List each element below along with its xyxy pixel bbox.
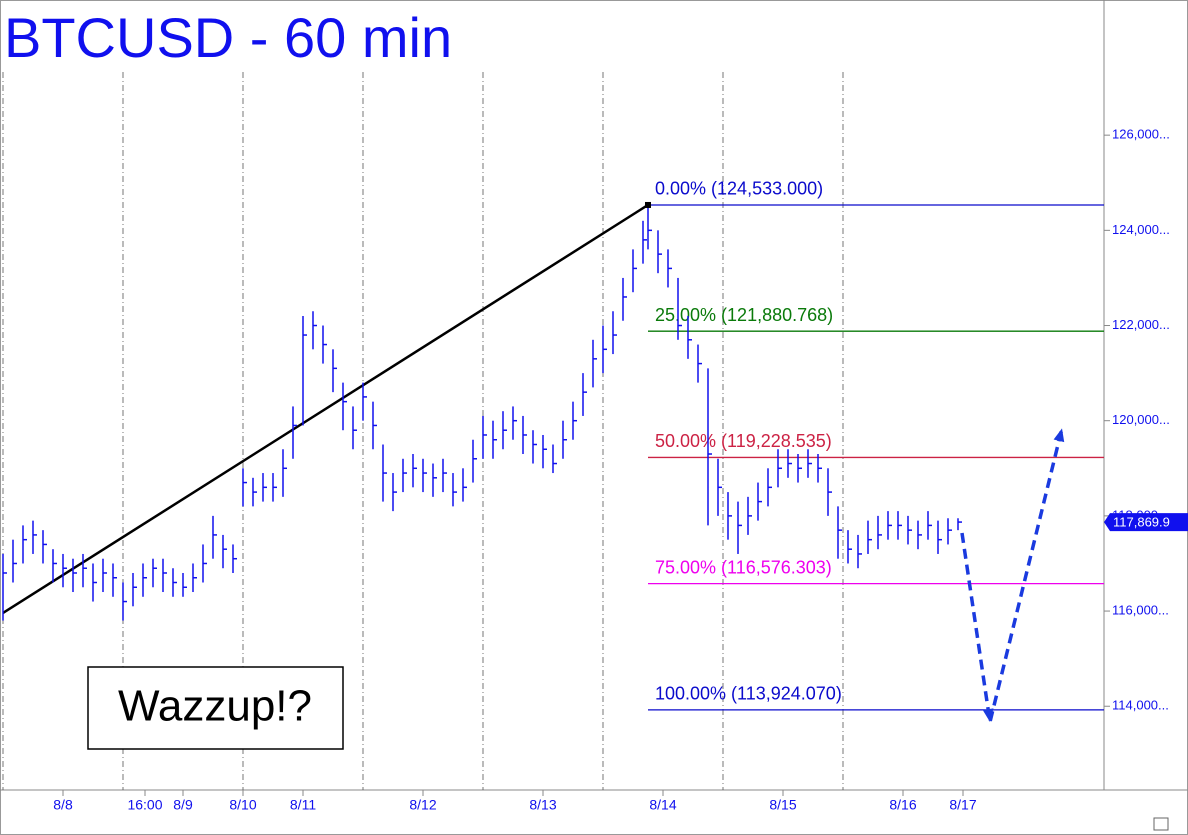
- x-tick-label: 8/11: [290, 797, 316, 813]
- x-tick-label: 16:00: [127, 797, 162, 813]
- x-tick-label: 8/8: [53, 797, 73, 813]
- y-tick-label: 120,000...: [1112, 412, 1170, 427]
- projection-head: [982, 708, 994, 722]
- x-tick-label: 8/13: [529, 797, 556, 813]
- y-tick-label: 114,000...: [1112, 698, 1169, 713]
- peak-marker: [645, 201, 651, 208]
- x-tick-label: 8/17: [949, 797, 976, 813]
- annotation: Wazzup!?: [118, 682, 312, 731]
- fib-label: 0.00% (124,533.000): [655, 179, 823, 199]
- y-tick-label: 122,000...: [1112, 317, 1170, 332]
- fib-label: 75.00% (116,576.303): [655, 557, 832, 577]
- y-tick-label: 124,000...: [1112, 222, 1170, 237]
- fib-label: 50.00% (119,228.535): [655, 431, 832, 451]
- corner-icon: [1153, 817, 1169, 831]
- fib-label: 25.00% (121,880.768): [655, 305, 833, 325]
- y-tick-label: 116,000...: [1112, 602, 1169, 617]
- x-tick-label: 8/10: [229, 797, 256, 813]
- last-price-label: 117,869.9: [1113, 515, 1170, 530]
- x-tick-label: 8/16: [889, 797, 916, 813]
- chart-title: BTCUSD - 60 min: [4, 6, 452, 69]
- trendline: [2, 203, 649, 615]
- x-tick-label: 8/14: [649, 797, 676, 813]
- y-tick-label: 126,000...: [1112, 127, 1170, 142]
- projection-path: [960, 427, 1064, 723]
- x-tick-label: 8/9: [173, 797, 193, 813]
- annotation-box: [87, 666, 344, 750]
- x-tick-label: 8/12: [409, 797, 436, 813]
- projection-head: [1053, 428, 1065, 443]
- fib-label: 100.00% (113,924.070): [655, 684, 842, 704]
- x-tick-label: 8/15: [769, 797, 796, 813]
- last-price-tag: [1104, 513, 1188, 532]
